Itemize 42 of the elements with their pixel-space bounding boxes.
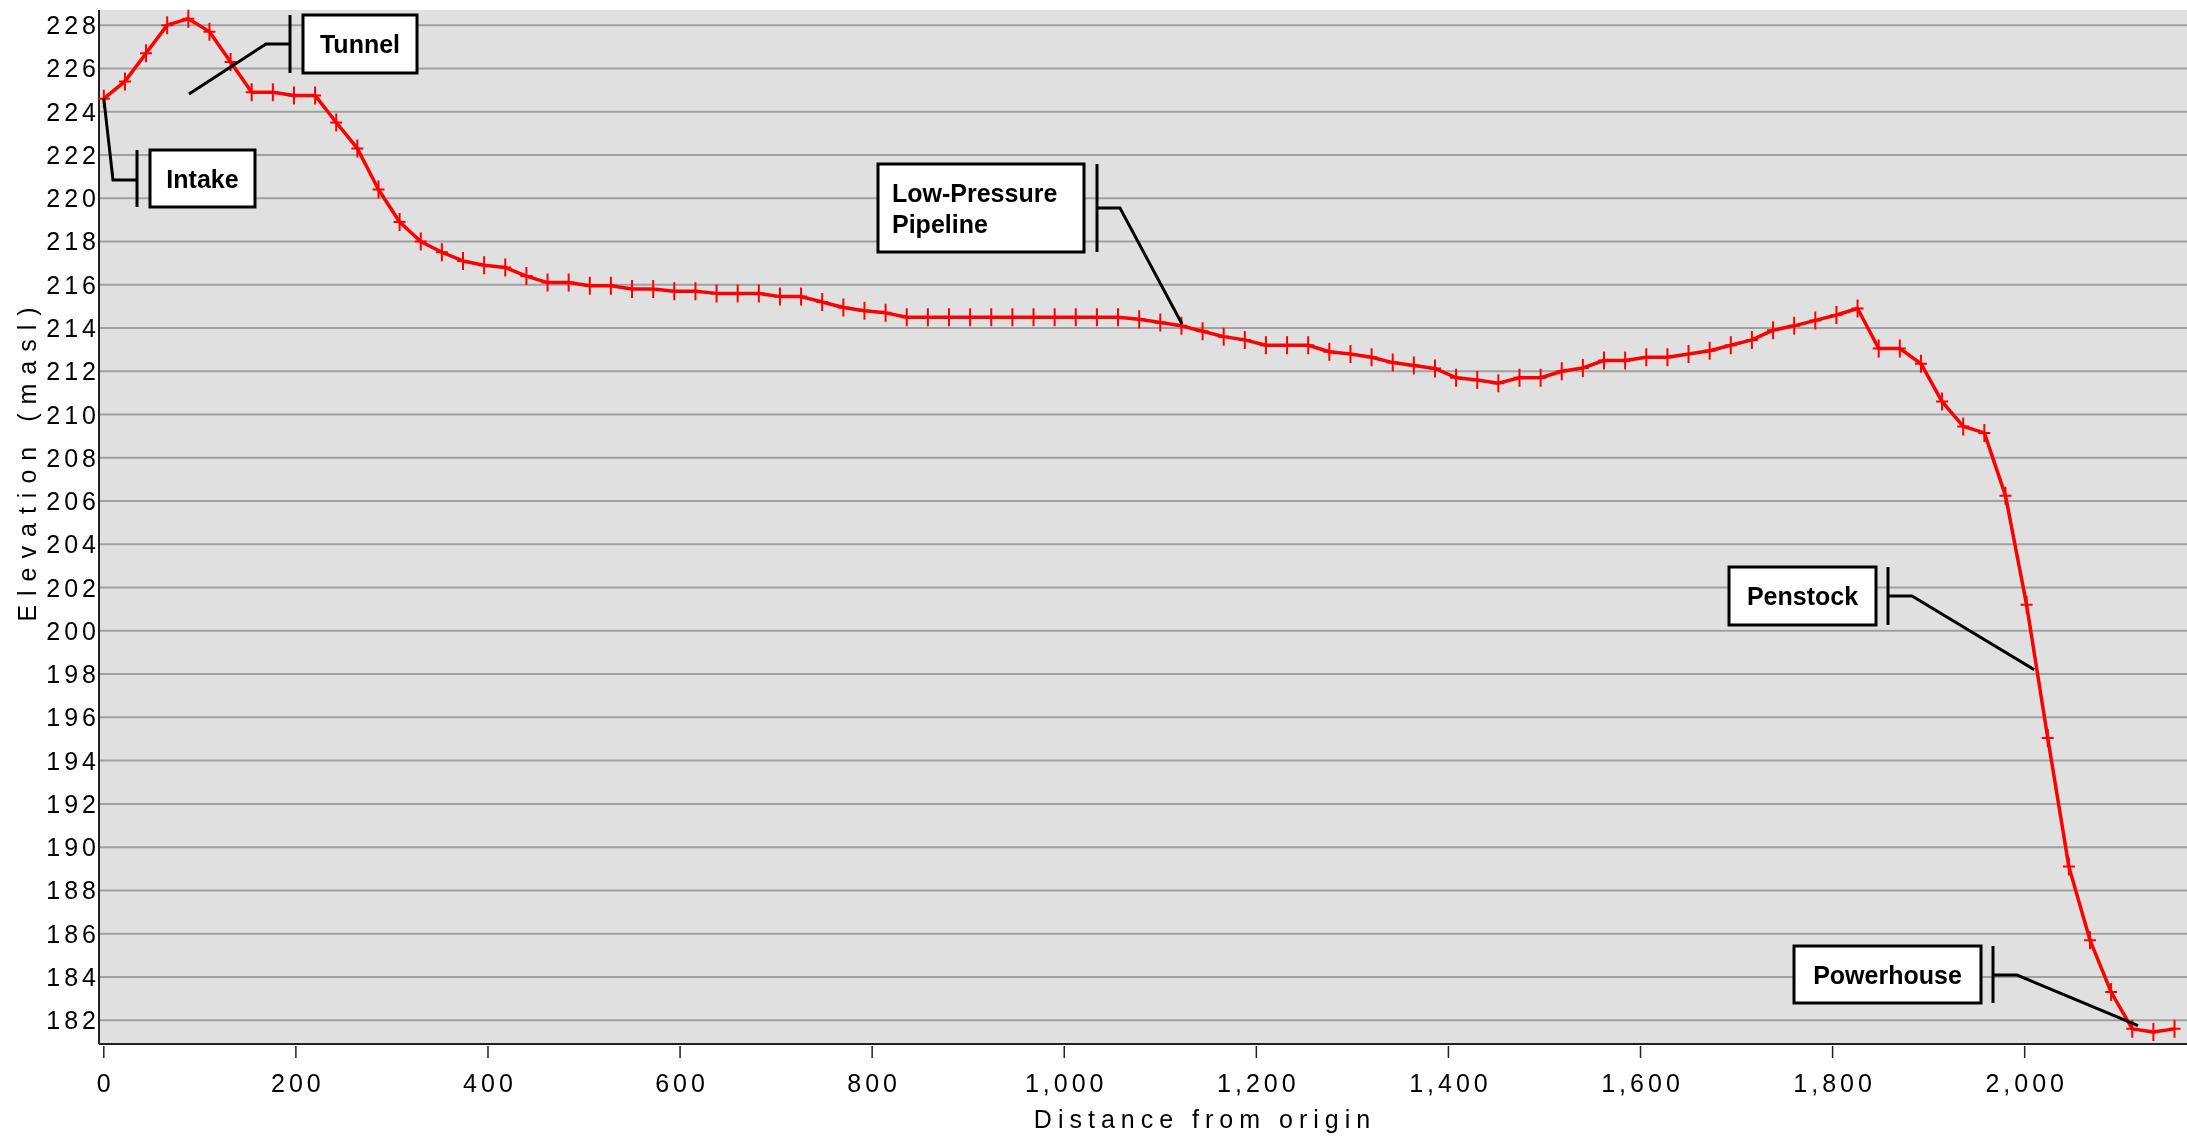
y-axis-title: Elevation (masl) — [13, 298, 41, 622]
annotation: Tunnel — [319, 30, 401, 58]
annotation: Powerhouse — [1813, 960, 1962, 989]
y-tick-label: 192 — [46, 789, 100, 818]
y-tick-label: 218 — [46, 227, 100, 256]
x-tick-label: 400 — [463, 1069, 517, 1097]
y-tick-label: 212 — [46, 357, 100, 386]
y-tick-label: 220 — [46, 184, 100, 213]
annotation: Penstock — [1746, 582, 1859, 610]
y-tick-label: 228 — [46, 11, 100, 40]
y-tick-label: 204 — [46, 530, 100, 559]
y-tick-label: 200 — [46, 616, 100, 645]
y-tick-label: 206 — [46, 487, 100, 516]
x-tick-label: 1,800 — [1793, 1069, 1876, 1097]
y-tick-label: 222 — [46, 140, 100, 169]
y-tick-label: 202 — [46, 573, 100, 602]
x-tick-label: 1,600 — [1601, 1069, 1684, 1097]
y-tick-label: 196 — [46, 703, 100, 732]
x-tick-label: 200 — [271, 1069, 325, 1097]
y-tick-label: 226 — [46, 54, 100, 83]
x-tick-label: 1,000 — [1024, 1069, 1108, 1097]
annotation: Intake — [166, 164, 239, 193]
y-tick-label: 210 — [46, 400, 100, 429]
x-tick-label: 0 — [96, 1069, 115, 1097]
y-tick-label: 208 — [46, 443, 100, 472]
y-tick-label: 182 — [46, 1006, 100, 1035]
y-tick-label: 184 — [46, 962, 100, 991]
x-tick-label: 600 — [655, 1069, 709, 1097]
y-tick-label: 190 — [46, 833, 100, 862]
y-tick-label: 224 — [46, 97, 100, 126]
y-tick-label: 186 — [46, 919, 100, 948]
y-tick-label: 216 — [46, 270, 100, 299]
x-tick-label: 800 — [847, 1069, 902, 1097]
annotation: Low-Pressure Pipeline — [892, 179, 1058, 238]
x-tick-label: 1,200 — [1217, 1069, 1300, 1097]
y-tick-label: 214 — [46, 313, 100, 342]
x-tick-label: 2,000 — [1985, 1069, 2068, 1097]
x-tick-label: 1,400 — [1409, 1069, 1492, 1097]
x-axis-title: Distance from origin — [1033, 1105, 1377, 1133]
y-tick-label: 198 — [46, 660, 100, 689]
y-tick-label: 188 — [46, 876, 100, 905]
y-tick-label: 194 — [46, 746, 100, 775]
